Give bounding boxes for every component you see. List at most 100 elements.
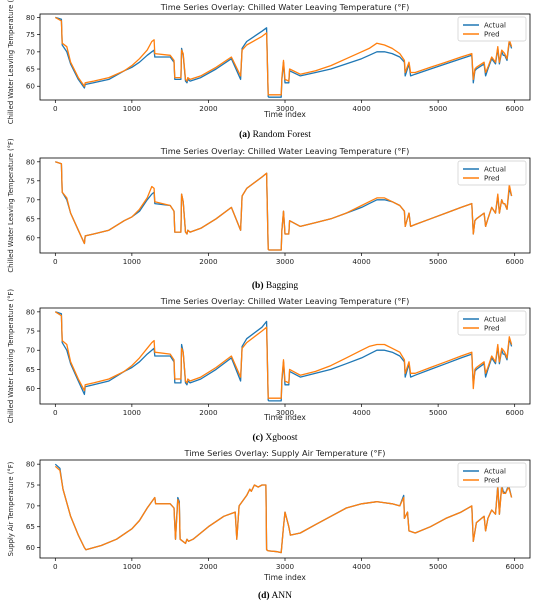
figure-caption: (a) Random Forest xyxy=(239,129,311,140)
figure-caption: (d) ANN xyxy=(258,590,292,601)
chart-panel-a: Time Series Overlay: Chilled Water Leavi… xyxy=(7,0,531,140)
x-tick-label: 5000 xyxy=(429,257,448,266)
x-tick-label: 1000 xyxy=(123,104,142,113)
x-axis-label: Time index xyxy=(263,110,306,119)
figure-caption: (c) Xgboost xyxy=(252,432,297,443)
legend-box xyxy=(457,462,527,488)
series-line-actual xyxy=(55,311,513,402)
chart-panel-d: Time Series Overlay: Supply Air Temperat… xyxy=(7,448,531,601)
y-tick-label: 75 xyxy=(26,176,35,185)
y-tick-label: 65 xyxy=(26,65,35,74)
legend-label: Pred xyxy=(484,175,500,183)
x-tick-label: 4000 xyxy=(352,408,371,417)
legend-box xyxy=(457,160,527,186)
y-tick-label: 80 xyxy=(26,13,36,22)
y-tick-label: 75 xyxy=(26,30,35,39)
x-tick-label: 2000 xyxy=(199,562,218,571)
y-tick-label: 70 xyxy=(26,47,36,56)
y-axis-label: Chilled Water Leaving Temperature (°F) xyxy=(7,138,15,273)
legend-label: Actual xyxy=(484,166,506,174)
y-tick-label: 60 xyxy=(26,82,36,91)
x-tick-label: 2000 xyxy=(199,104,218,113)
chart-title: Time Series Overlay: Chilled Water Leavi… xyxy=(160,296,410,306)
chart-title: Time Series Overlay: Chilled Water Leavi… xyxy=(160,146,410,156)
x-tick-label: 0 xyxy=(53,562,58,571)
chart-title: Time Series Overlay: Chilled Water Leavi… xyxy=(160,2,410,12)
x-tick-label: 2000 xyxy=(199,408,218,417)
x-tick-label: 1000 xyxy=(123,562,142,571)
legend-box xyxy=(457,16,527,42)
series-line-pred xyxy=(54,16,513,96)
x-tick-label: 6000 xyxy=(506,408,525,417)
series-line-actual xyxy=(55,16,513,98)
series-line-actual xyxy=(54,463,513,554)
y-tick-label: 80 xyxy=(26,307,36,316)
caption-label: (c) xyxy=(252,432,263,443)
caption-text: Bagging xyxy=(264,281,299,291)
caption-text: Xgboost xyxy=(263,433,298,443)
y-tick-label: 80 xyxy=(26,157,36,166)
legend-label: Pred xyxy=(484,477,500,485)
caption-label: (b) xyxy=(252,280,264,291)
caption-text: ANN xyxy=(270,591,293,601)
y-tick-label: 70 xyxy=(26,195,36,204)
x-tick-label: 2000 xyxy=(199,257,218,266)
x-tick-label: 4000 xyxy=(352,562,371,571)
plot-frame xyxy=(39,13,531,101)
y-tick-label: 75 xyxy=(26,481,35,490)
x-tick-label: 6000 xyxy=(506,104,525,113)
y-axis-label: Chilled Water Leaving Temperature (°F) xyxy=(7,289,15,424)
legend-label: Pred xyxy=(484,325,500,333)
series-line-pred xyxy=(54,465,513,554)
x-tick-label: 0 xyxy=(53,257,58,266)
x-tick-label: 3000 xyxy=(276,562,295,571)
legend-label: Actual xyxy=(484,22,506,30)
x-axis-label: Time index xyxy=(263,573,306,582)
x-tick-label: 4000 xyxy=(352,104,371,113)
x-tick-label: 6000 xyxy=(506,562,525,571)
y-tick-label: 60 xyxy=(26,233,36,242)
x-tick-label: 5000 xyxy=(429,104,448,113)
series-line-actual xyxy=(55,161,513,251)
y-tick-label: 60 xyxy=(26,543,36,552)
legend-label: Actual xyxy=(484,468,506,476)
x-tick-label: 4000 xyxy=(352,257,371,266)
x-tick-label: 5000 xyxy=(429,562,448,571)
y-axis-label: Supply Air Temperature (°F) xyxy=(7,461,15,556)
y-tick-label: 60 xyxy=(26,384,36,393)
x-tick-label: 3000 xyxy=(276,257,295,266)
y-tick-label: 80 xyxy=(26,460,36,469)
y-tick-label: 70 xyxy=(26,501,36,510)
x-tick-label: 6000 xyxy=(506,257,525,266)
x-tick-label: 0 xyxy=(53,104,58,113)
plot-frame xyxy=(39,459,531,559)
y-tick-label: 70 xyxy=(26,346,36,355)
plot-frame xyxy=(39,157,531,254)
chart-panel-b: Time Series Overlay: Chilled Water Leavi… xyxy=(7,138,531,291)
y-tick-label: 75 xyxy=(26,327,35,336)
x-tick-label: 0 xyxy=(53,408,58,417)
chart-panel-c: Time Series Overlay: Chilled Water Leavi… xyxy=(7,289,531,443)
legend-label: Actual xyxy=(484,316,506,324)
plot-frame xyxy=(39,307,531,405)
x-tick-label: 3000 xyxy=(276,408,295,417)
y-axis-label: Chilled Water Leaving Temperature (°F) xyxy=(7,0,15,124)
series-line-pred xyxy=(55,161,513,251)
y-tick-label: 65 xyxy=(26,214,35,223)
caption-label: (a) xyxy=(239,129,250,140)
legend-box xyxy=(457,310,527,336)
caption-label: (d) xyxy=(258,590,270,601)
series-line-pred xyxy=(54,311,513,399)
legend-label: Pred xyxy=(484,31,500,39)
x-axis-label: Time index xyxy=(263,413,306,422)
x-tick-label: 1000 xyxy=(123,408,142,417)
x-tick-label: 1000 xyxy=(123,257,142,266)
x-tick-label: 3000 xyxy=(276,104,295,113)
figure-caption: (b) Bagging xyxy=(252,280,298,291)
y-tick-label: 65 xyxy=(26,365,35,374)
caption-text: Random Forest xyxy=(250,130,311,140)
x-tick-label: 5000 xyxy=(429,408,448,417)
y-tick-label: 65 xyxy=(26,522,35,531)
chart-title: Time Series Overlay: Supply Air Temperat… xyxy=(183,448,385,458)
